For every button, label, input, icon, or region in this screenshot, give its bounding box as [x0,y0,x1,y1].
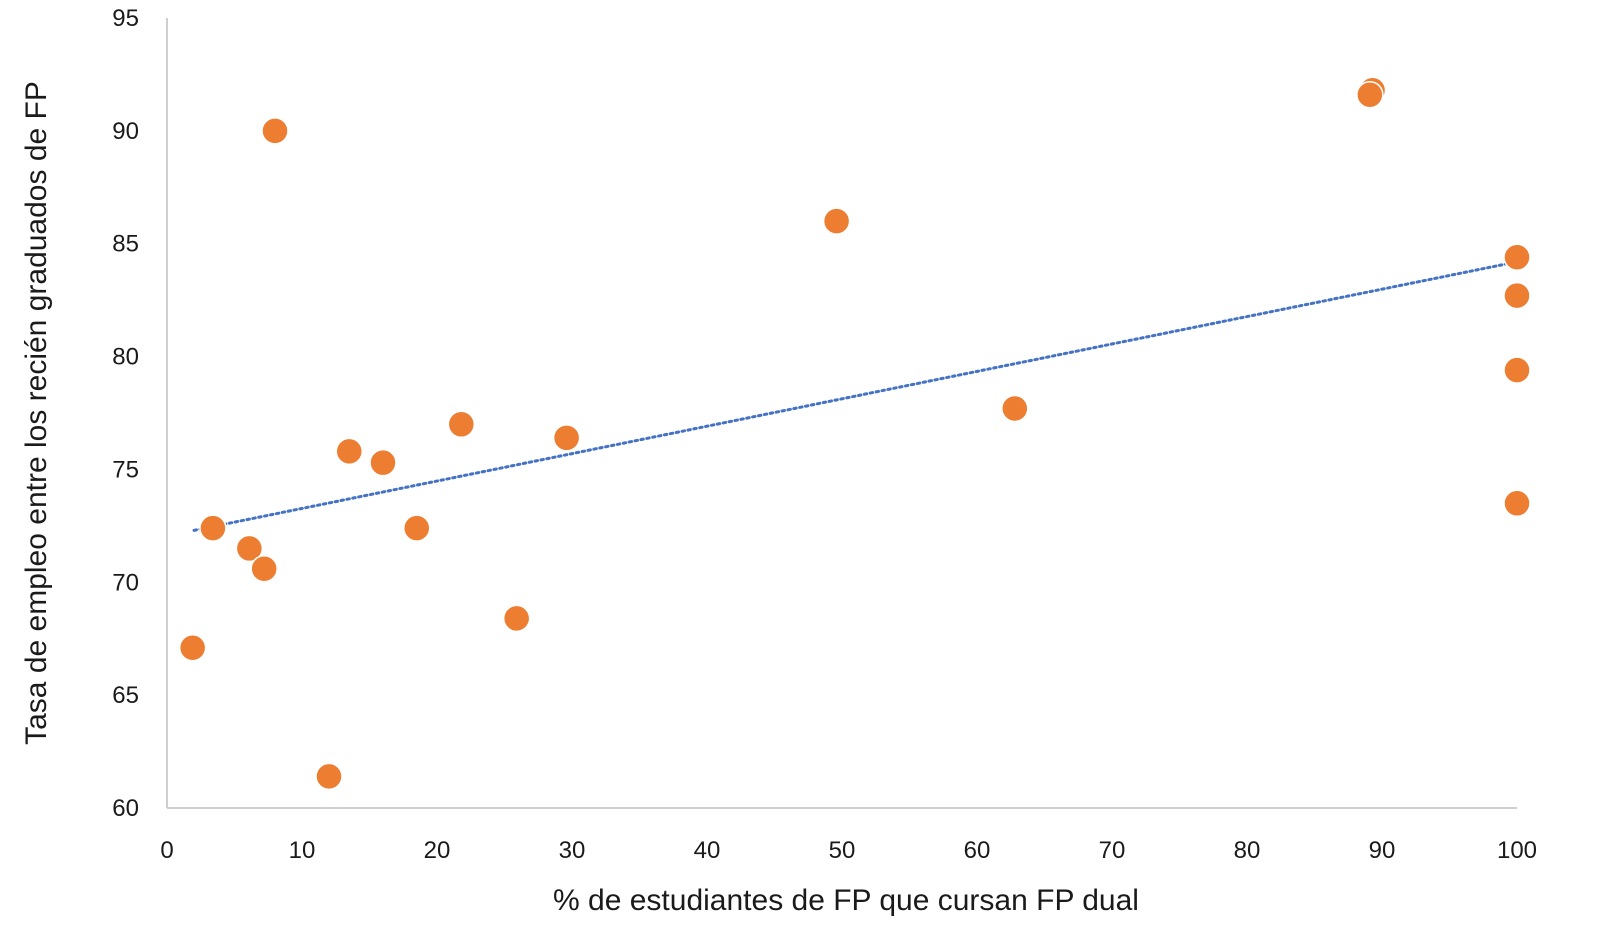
y-tick-label: 90 [112,118,139,145]
x-tick-label: 90 [1369,837,1396,864]
data-point [1503,356,1531,384]
x-axis-title: % de estudiantes de FP que cursan FP dua… [553,884,1139,917]
data-point [315,762,343,791]
data-point [502,604,531,633]
y-tick-label: 80 [112,344,139,371]
x-tick-label: 20 [424,837,451,864]
axes [166,18,1517,809]
data-point [369,448,397,477]
x-tick-label: 30 [559,837,586,864]
y-tick-label: 85 [112,231,139,258]
x-tick-label: 80 [1234,837,1261,864]
data-point [1503,281,1531,310]
data-point [335,437,363,466]
data-point [447,410,476,439]
x-tick-label: 50 [829,837,856,864]
trendline [192,260,1519,532]
x-tick-label: 70 [1099,837,1126,864]
data-point [178,633,207,662]
y-tick-label: 70 [112,569,139,596]
data-point [235,534,264,563]
data-point [552,424,581,452]
data-point [822,207,851,235]
data-point [1001,394,1029,423]
y-tick-label: 60 [112,795,139,822]
trendline-group [192,260,1519,532]
data-points [178,76,1531,791]
x-tick-label: 10 [289,837,316,864]
y-tick-labels: 60 65 70 75 80 85 90 95 [112,5,139,822]
data-point [1356,80,1384,109]
data-point [199,514,227,542]
y-tick-label: 65 [112,682,139,709]
y-tick-label: 75 [112,456,139,483]
x-tick-label: 0 [160,837,173,864]
data-point [250,554,278,583]
data-point [403,514,431,542]
y-tick-label: 95 [112,5,139,32]
x-tick-label: 100 [1497,837,1537,864]
x-tick-labels: 0 10 20 30 40 50 60 70 80 90 100 [160,837,1537,864]
data-point [261,117,289,145]
x-tick-label: 60 [964,837,991,864]
y-axis-title: Tasa de empleo entre los recién graduado… [20,81,53,745]
x-tick-label: 40 [694,837,721,864]
data-point [1503,489,1531,518]
data-point [1503,243,1531,272]
